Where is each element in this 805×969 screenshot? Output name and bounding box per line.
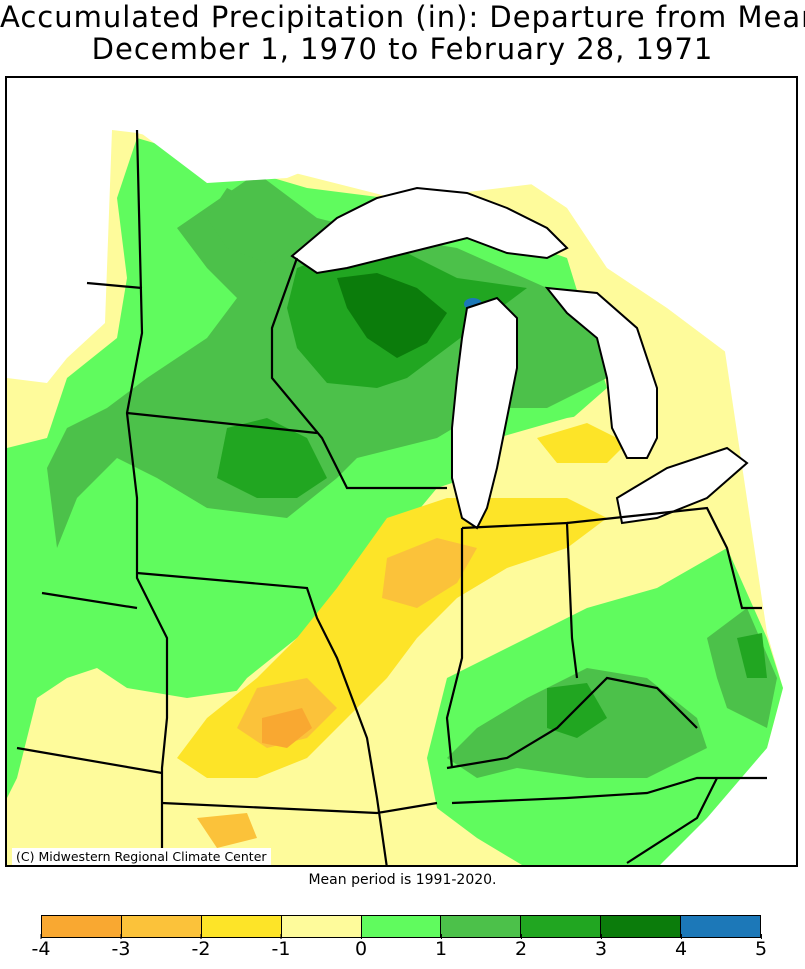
legend-tick-label: 5 [754,934,768,960]
legend-swatch [361,916,442,937]
legend-ticks: -4 -3 -2 -1 0 1 2 3 4 5 [32,934,767,968]
canada-land [112,78,796,368]
map-title: Accumulated Precipitation (in): Departur… [0,0,805,34]
contour-3-to-4 [337,273,447,358]
state-borders [16,129,767,865]
legend-swatch [201,916,282,937]
mean-period-note: Mean period is 1991-2020. [308,872,497,888]
lake-huron [544,286,658,459]
legend-swatch [601,916,682,937]
precipitation-map [7,78,796,865]
legend-swatch [441,916,522,937]
color-legend [41,915,761,938]
lake-superior [290,186,569,275]
legend-swatch [121,916,202,937]
legend-tick-label: 1 [434,934,448,960]
contour-2-to-3-wi-south [217,418,327,498]
contour-minus4-to-minus3 [262,708,312,748]
lake-michigan [451,296,518,530]
contour-minus3-to-minus2 [382,538,477,608]
legend-tick-label: 4 [674,934,688,960]
legend-tick-label: 0 [354,934,368,960]
contour-1-to-2-mn [207,188,307,263]
legend-tick-label: -4 [31,934,51,960]
legend-tick-label: -2 [191,934,211,960]
contour-minus3-to-minus2-south [197,813,257,848]
credit-label: (C) Midwestern Regional Climate Center [12,848,271,865]
map-panel [5,76,798,867]
legend-swatch [521,916,602,937]
map-subtitle: December 1, 1970 to February 28, 1971 [91,32,714,66]
legend-tick-label: 3 [594,934,608,960]
legend-swatch [42,916,122,937]
legend-tick-label: -1 [271,934,291,960]
contour-minus2-to-minus1-mi [537,423,627,463]
contour-2-to-3-wv [737,633,767,678]
lake-erie [615,446,749,525]
legend-tick-label: 2 [514,934,528,960]
legend-swatch [281,916,362,937]
legend-swatch [681,916,761,937]
legend-tick-label: -3 [111,934,131,960]
